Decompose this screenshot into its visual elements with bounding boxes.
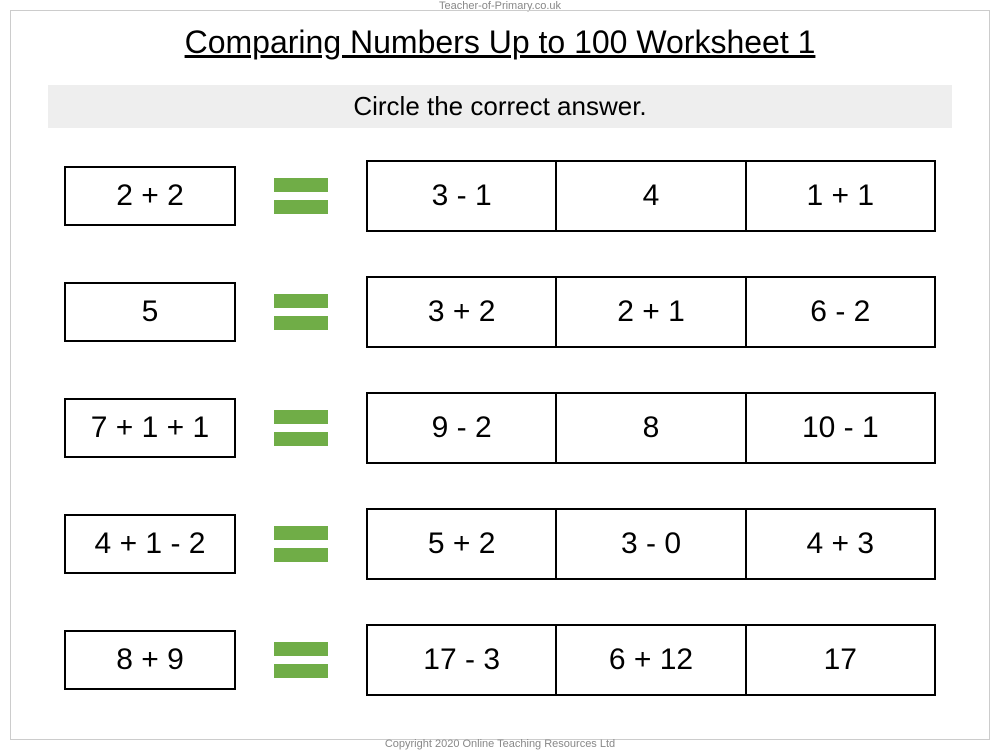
worksheet-content: Comparing Numbers Up to 100 Worksheet 1 … <box>18 18 982 732</box>
answer-group: 5 + 2 3 - 0 4 + 3 <box>366 508 936 580</box>
answer-group: 3 + 2 2 + 1 6 - 2 <box>366 276 936 348</box>
equals-icon <box>236 410 366 446</box>
answer-group: 3 - 1 4 1 + 1 <box>366 160 936 232</box>
worksheet-title: Comparing Numbers Up to 100 Worksheet 1 <box>18 24 982 61</box>
equals-bar <box>274 548 328 562</box>
answer-option[interactable]: 4 + 3 <box>747 508 936 580</box>
equals-bar <box>274 178 328 192</box>
equals-bar <box>274 526 328 540</box>
answer-option[interactable]: 2 + 1 <box>557 276 746 348</box>
answer-option[interactable]: 5 + 2 <box>366 508 557 580</box>
equals-bar <box>274 664 328 678</box>
equals-bar <box>274 316 328 330</box>
answer-option[interactable]: 17 - 3 <box>366 624 557 696</box>
equals-icon <box>236 294 366 330</box>
answer-option[interactable]: 8 <box>557 392 746 464</box>
answer-option[interactable]: 9 - 2 <box>366 392 557 464</box>
answer-group: 17 - 3 6 + 12 17 <box>366 624 936 696</box>
answer-option[interactable]: 3 + 2 <box>366 276 557 348</box>
answer-option[interactable]: 3 - 1 <box>366 160 557 232</box>
answer-group: 9 - 2 8 10 - 1 <box>366 392 936 464</box>
equals-bar <box>274 642 328 656</box>
equals-icon <box>236 526 366 562</box>
answer-option[interactable]: 17 <box>747 624 936 696</box>
answer-option[interactable]: 6 - 2 <box>747 276 936 348</box>
problem-row: 7 + 1 + 1 9 - 2 8 10 - 1 <box>64 392 936 464</box>
equals-icon <box>236 178 366 214</box>
equals-bar <box>274 294 328 308</box>
equals-icon <box>236 642 366 678</box>
answer-option[interactable]: 3 - 0 <box>557 508 746 580</box>
problem-row: 8 + 9 17 - 3 6 + 12 17 <box>64 624 936 696</box>
instruction-bar: Circle the correct answer. <box>48 85 952 128</box>
problem-rows: 2 + 2 3 - 1 4 1 + 1 5 3 + 2 2 + 1 6 - 2 <box>18 160 982 696</box>
problem-row: 4 + 1 - 2 5 + 2 3 - 0 4 + 3 <box>64 508 936 580</box>
answer-option[interactable]: 1 + 1 <box>747 160 936 232</box>
answer-option[interactable]: 10 - 1 <box>747 392 936 464</box>
problem-row: 5 3 + 2 2 + 1 6 - 2 <box>64 276 936 348</box>
answer-option[interactable]: 6 + 12 <box>557 624 746 696</box>
expression-box: 7 + 1 + 1 <box>64 398 236 458</box>
expression-box: 2 + 2 <box>64 166 236 226</box>
expression-box: 5 <box>64 282 236 342</box>
expression-box: 4 + 1 - 2 <box>64 514 236 574</box>
equals-bar <box>274 432 328 446</box>
equals-bar <box>274 410 328 424</box>
equals-bar <box>274 200 328 214</box>
footer-copyright: Copyright 2020 Online Teaching Resources… <box>0 738 1000 750</box>
answer-option[interactable]: 4 <box>557 160 746 232</box>
problem-row: 2 + 2 3 - 1 4 1 + 1 <box>64 160 936 232</box>
expression-box: 8 + 9 <box>64 630 236 690</box>
